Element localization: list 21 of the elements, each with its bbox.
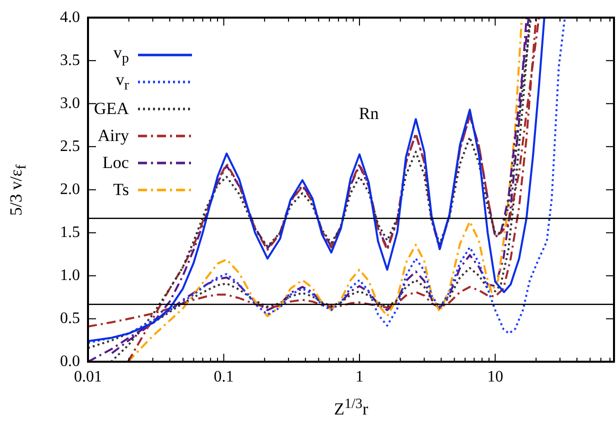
y-tick-label: 0.5 [60,310,80,327]
x-tick-label: 1 [355,368,364,386]
y-tick-label: 1.0 [60,266,80,284]
y-tick-label: 2.0 [60,180,80,198]
legend-label: Airy [98,126,129,146]
annotation: Rn [358,104,379,124]
legend-label: Ts [113,180,129,200]
x-tick-label: 10 [487,368,504,386]
x-tick-label: 0.01 [74,368,102,386]
x-tick-label: 0.1 [214,368,234,386]
y-tick-label: 1.5 [60,224,80,241]
y-tick-label: 3.5 [60,52,80,69]
y-tick-label: 3.0 [60,94,80,112]
legend-label: Loc [102,153,129,174]
y-tick-label: 2.5 [60,138,80,155]
legend-label: GEA [94,99,129,120]
y-tick-label: 4.0 [60,8,80,26]
legend-label: v$_{p}$ [113,42,129,68]
x-axis-title: Z$^{1/3}$r [334,396,368,420]
y-tick-label: 0.0 [60,353,80,370]
legend-label: v$_{r}$ [116,70,129,94]
